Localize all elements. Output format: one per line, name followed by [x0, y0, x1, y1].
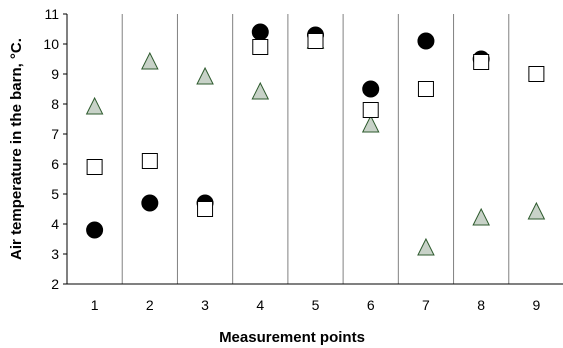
y-tick-label: 8: [51, 96, 59, 112]
circle-point: [362, 80, 380, 98]
y-tick-label: 2: [51, 276, 59, 292]
square-point: [362, 102, 379, 118]
x-tick-labels: 1 2 3 4 5 6 7 8 9: [91, 297, 541, 313]
square-point: [528, 66, 545, 82]
y-tick-label: 11: [44, 6, 59, 22]
y-tick-label: 3: [51, 246, 59, 262]
y-axis-label: Air temperature in the barn, °C.: [8, 38, 25, 260]
y-tick-label: 9: [51, 66, 59, 82]
circle-point: [141, 194, 159, 212]
x-tick-label: 4: [256, 297, 264, 313]
x-tick-label: 9: [532, 297, 540, 313]
triangle-point: [472, 207, 490, 226]
circle-point: [417, 32, 435, 50]
square-point: [417, 81, 434, 97]
triangle-point: [361, 114, 380, 133]
data-points: [85, 23, 546, 256]
square-point: [141, 153, 158, 169]
x-tick-label: 5: [312, 297, 320, 313]
square-point: [252, 39, 269, 55]
y-tick-label: 10: [43, 36, 59, 52]
x-axis-label: Measurement points: [219, 329, 365, 346]
axes: [63, 13, 563, 285]
x-tick-label: 3: [201, 297, 209, 313]
x-tick-label: 1: [91, 297, 99, 313]
triangle-point: [527, 201, 546, 220]
triangle-point: [196, 66, 214, 85]
y-tick-label: 7: [51, 126, 59, 142]
x-tick-label: 8: [477, 297, 485, 313]
square-point: [307, 33, 324, 49]
square-point: [86, 159, 103, 175]
y-tick-label: 6: [51, 156, 59, 172]
y-tick-labels: 2 3 4 5 6 7 8 9 10 11: [43, 6, 59, 292]
y-tick-label: 5: [51, 186, 59, 202]
square-point: [473, 54, 490, 70]
triangle-point: [417, 237, 435, 256]
x-tick-label: 6: [367, 297, 375, 313]
circle-point: [86, 221, 104, 239]
triangle-point: [85, 96, 104, 115]
y-tick-label: 4: [51, 216, 59, 232]
x-tick-label: 7: [422, 297, 430, 313]
triangle-point: [141, 51, 159, 70]
grid-lines: [121, 14, 510, 284]
square-point: [197, 201, 214, 217]
x-tick-label: 2: [146, 297, 154, 313]
triangle-point: [251, 81, 270, 100]
circle-point: [251, 23, 269, 41]
